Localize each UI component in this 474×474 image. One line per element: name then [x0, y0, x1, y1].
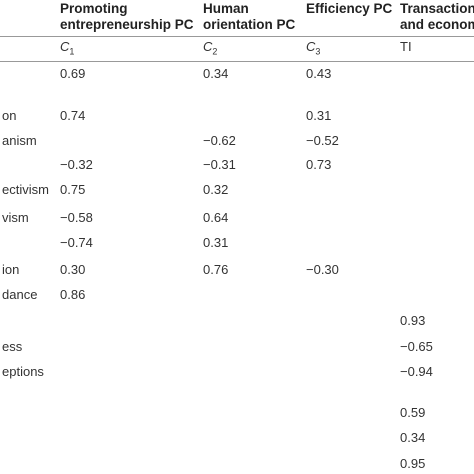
- loading-value: 0.34: [203, 66, 229, 81]
- loading-value: 0.86: [60, 287, 86, 302]
- loading-value: −0.74: [60, 235, 93, 250]
- loading-value: 0.75: [60, 182, 86, 197]
- loading-value: 0.73: [306, 157, 332, 172]
- header-rule: [0, 36, 474, 37]
- loading-value: −0.62: [203, 133, 236, 148]
- row-label: eptions: [2, 364, 44, 379]
- subheader-rule: [0, 61, 474, 62]
- column-symbol: C1: [60, 39, 75, 57]
- loading-value: 0.31: [203, 235, 229, 250]
- loading-value: −0.52: [306, 133, 339, 148]
- row-label: ectivism: [2, 182, 49, 197]
- loading-value: 0.69: [60, 66, 86, 81]
- loading-value: 0.64: [203, 210, 229, 225]
- column-header: Human orientation PC: [203, 1, 296, 32]
- loading-value: 0.95: [400, 456, 426, 471]
- loading-value: 0.74: [60, 108, 86, 123]
- loading-value: 0.93: [400, 313, 426, 328]
- loading-value: −0.65: [400, 339, 433, 354]
- column-header: Transaction and econom: [400, 1, 474, 32]
- loading-value: 0.59: [400, 405, 426, 420]
- column-header: Efficiency PC: [306, 1, 393, 16]
- column-symbol: TI: [400, 39, 412, 54]
- loading-value: 0.32: [203, 182, 229, 197]
- loading-value: −0.30: [306, 262, 339, 277]
- loading-value: −0.58: [60, 210, 93, 225]
- row-label: dance: [2, 287, 38, 302]
- column-symbol: C2: [203, 39, 218, 57]
- loading-value: 0.30: [60, 262, 86, 277]
- loading-value: −0.32: [60, 157, 93, 172]
- loading-value: 0.76: [203, 262, 229, 277]
- row-label: vism: [2, 210, 29, 225]
- column-symbol: C3: [306, 39, 321, 57]
- loading-value: 0.34: [400, 430, 426, 445]
- loading-value: 0.43: [306, 66, 332, 81]
- loading-value: −0.94: [400, 364, 433, 379]
- row-label: ion: [2, 262, 20, 277]
- row-label: ess: [2, 339, 23, 354]
- row-label: on: [2, 108, 17, 123]
- column-header: Promoting entrepreneurship PC: [60, 1, 194, 32]
- loading-value: −0.31: [203, 157, 236, 172]
- row-label: anism: [2, 133, 37, 148]
- loading-value: 0.31: [306, 108, 332, 123]
